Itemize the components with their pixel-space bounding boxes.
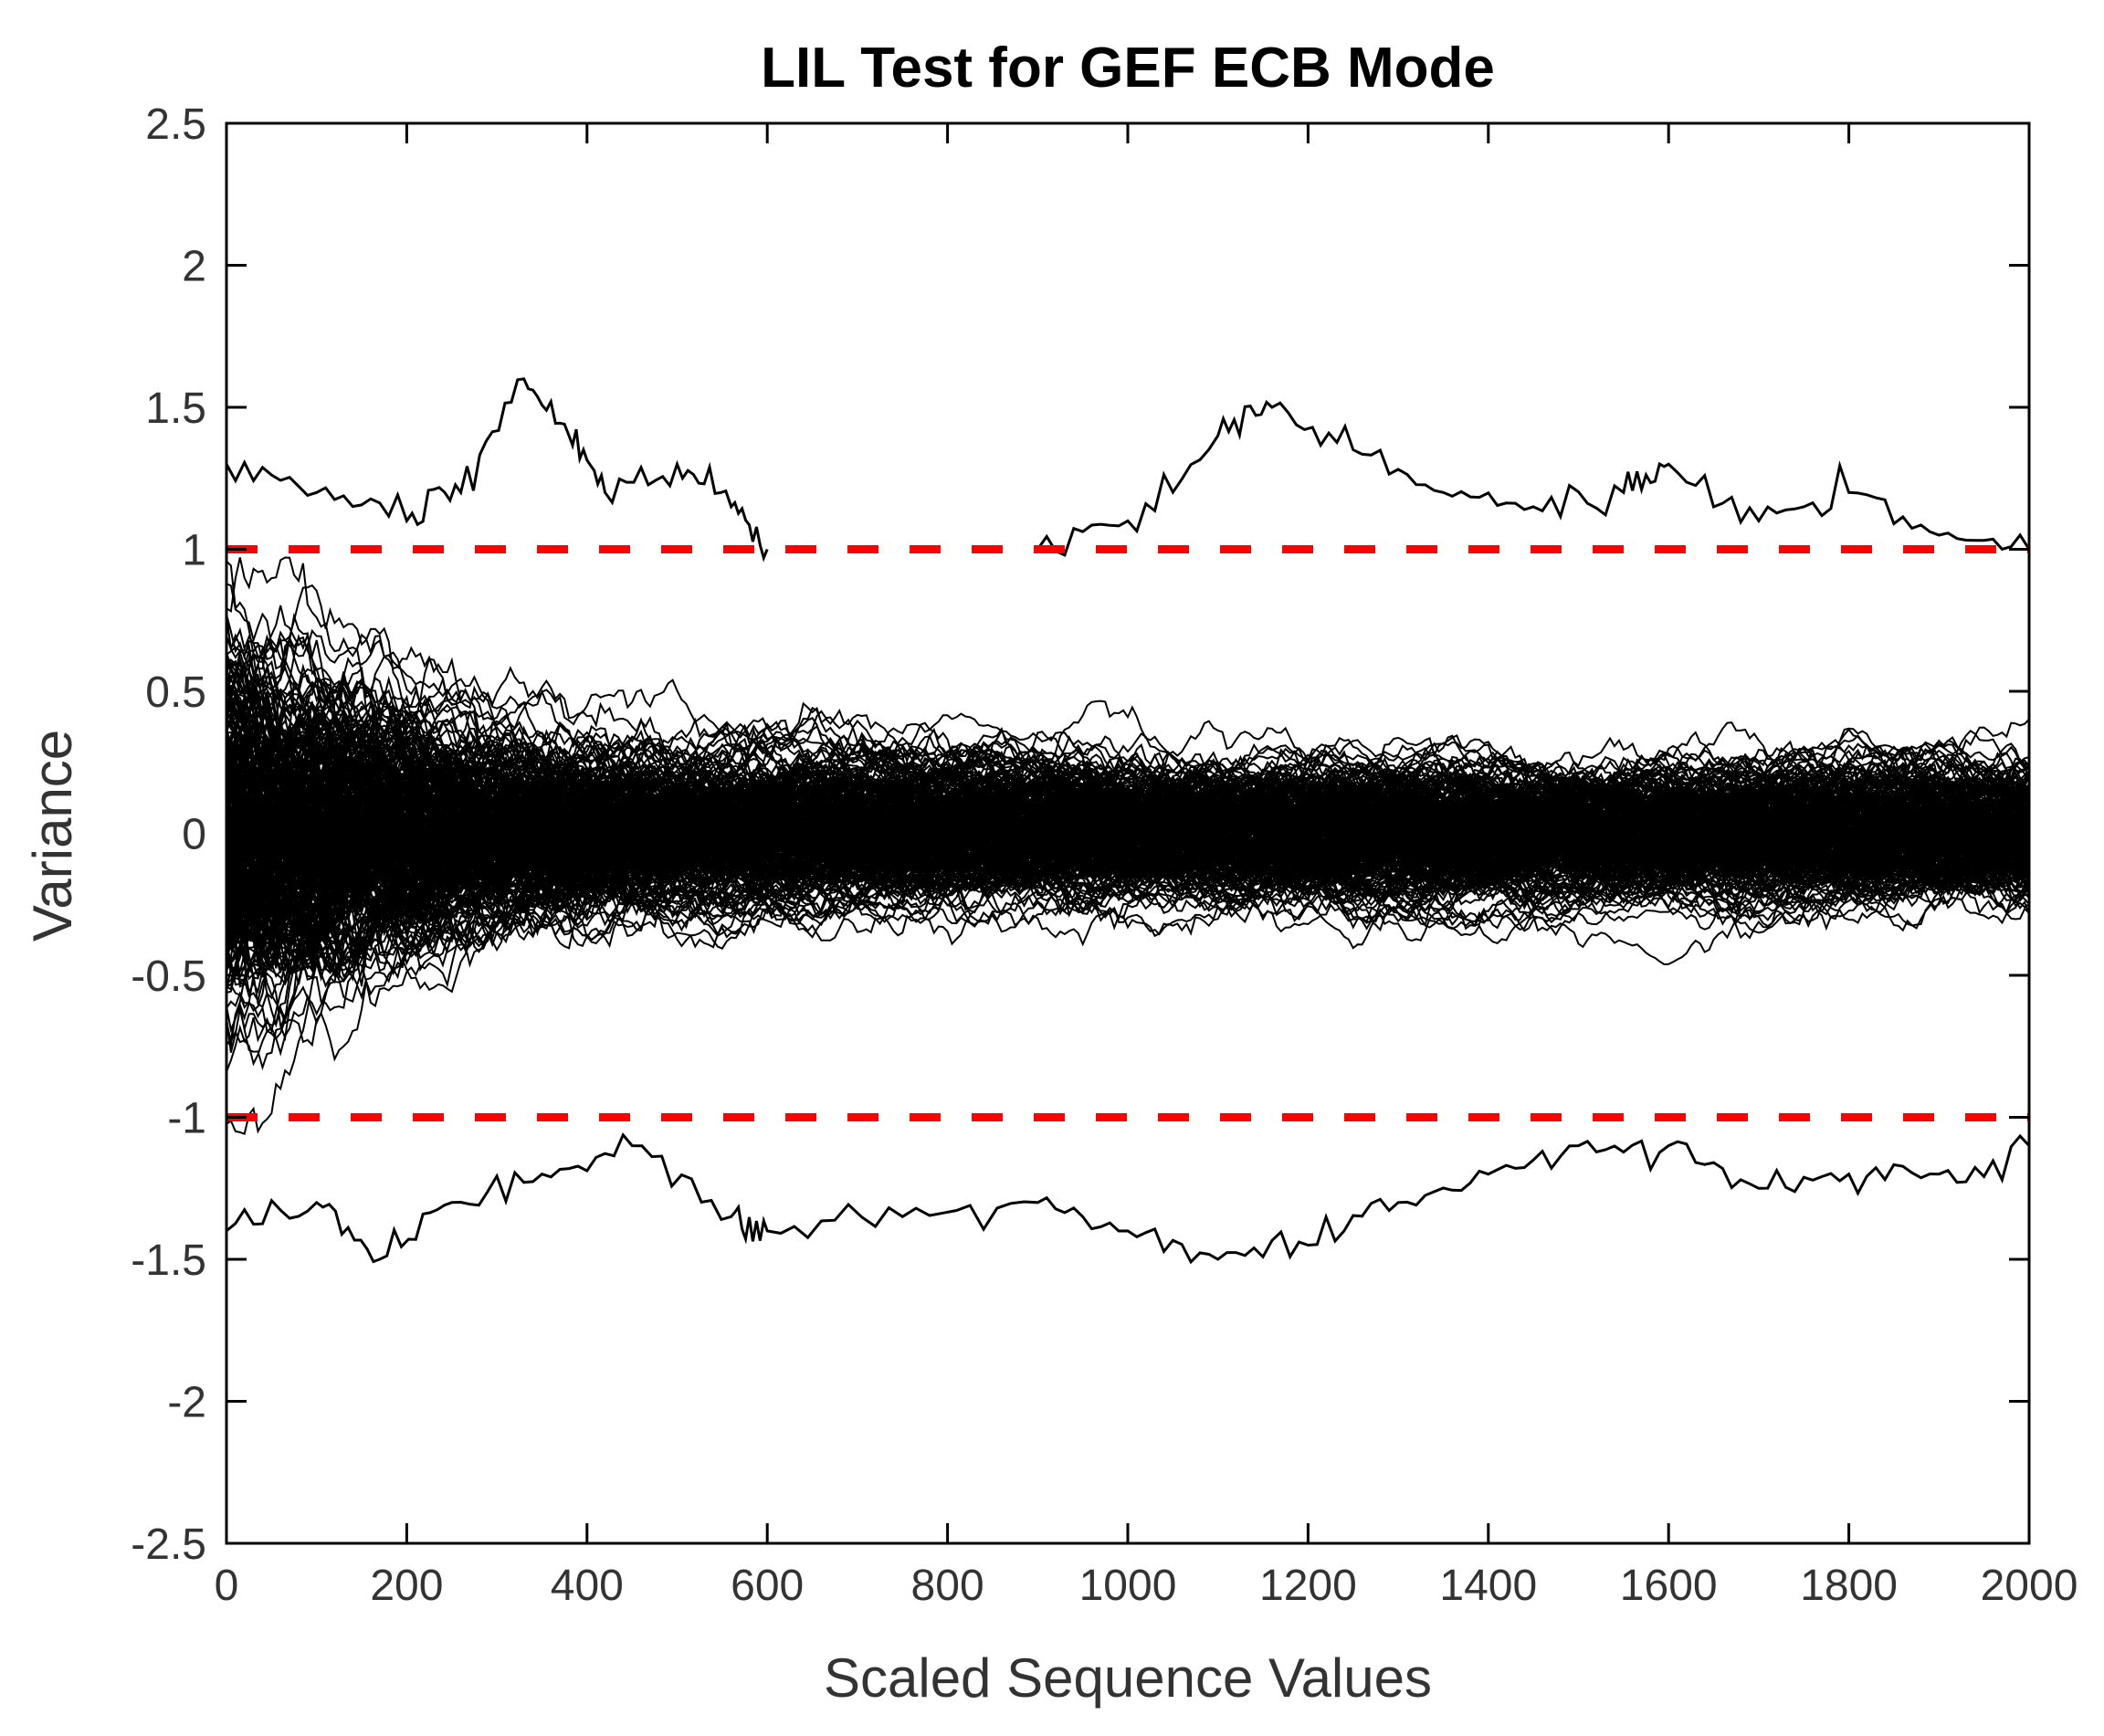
x-tick-label: 800 — [911, 1562, 984, 1610]
series-line — [226, 763, 2030, 945]
series-line — [226, 715, 2030, 910]
series-line — [226, 766, 2030, 923]
series-line — [226, 749, 2030, 940]
series-layer — [225, 377, 2031, 1265]
series-line — [226, 744, 2030, 893]
y-tick-label: -1 — [167, 1095, 206, 1143]
series-line — [226, 774, 2030, 908]
x-tick-label: 1600 — [1620, 1562, 1718, 1610]
y-tick-label: 0 — [182, 811, 206, 859]
series-line — [226, 646, 2030, 885]
y-axis-label: Variance — [22, 730, 83, 942]
chart-title: LIL Test for GEF ECB Mode — [761, 37, 1495, 100]
x-tick-label: 1400 — [1439, 1562, 1537, 1610]
y-tick-label: -1.5 — [131, 1236, 206, 1285]
reference-lines — [226, 545, 2029, 1121]
y-tick-label: 1 — [182, 527, 206, 575]
excursion-line — [226, 1131, 2031, 1265]
y-tick-label: 2 — [182, 243, 206, 291]
x-tick-label: 600 — [731, 1562, 804, 1610]
y-tick-label: -2 — [167, 1379, 206, 1427]
excursion-line — [1036, 399, 2031, 557]
series-line — [226, 801, 2030, 986]
series-line — [226, 799, 2030, 919]
x-tick-label: 1000 — [1079, 1562, 1177, 1610]
x-tick-label: 1200 — [1259, 1562, 1357, 1610]
excursion-line — [225, 377, 769, 563]
series-line — [226, 760, 2030, 900]
series-line — [226, 720, 2030, 976]
series-line — [226, 720, 2030, 912]
y-tick-label: 1.5 — [145, 384, 206, 433]
x-tick-label: 200 — [370, 1562, 443, 1610]
series-line — [226, 720, 2030, 910]
series-line — [226, 805, 2030, 937]
series-line — [226, 765, 2030, 868]
x-tick-label: 400 — [551, 1562, 624, 1610]
y-tick-label: -2.5 — [131, 1520, 206, 1569]
series-line — [226, 748, 2030, 902]
x-tick-label: 2000 — [1981, 1562, 2078, 1610]
x-tick-label: 0 — [215, 1562, 239, 1610]
y-tick-label: -0.5 — [131, 952, 206, 1001]
y-tick-label: 0.5 — [145, 668, 206, 717]
x-axis-label: Scaled Sequence Values — [824, 1647, 1432, 1709]
series-line — [226, 717, 2030, 972]
x-tick-label: 1800 — [1800, 1562, 1898, 1610]
y-tick-label: 2.5 — [145, 100, 206, 149]
axis-ticks: 0 200 400 600 800 1000 1200 1400 1600 1800 2000 2.5… — [131, 100, 2078, 1610]
series-line — [226, 753, 2030, 884]
